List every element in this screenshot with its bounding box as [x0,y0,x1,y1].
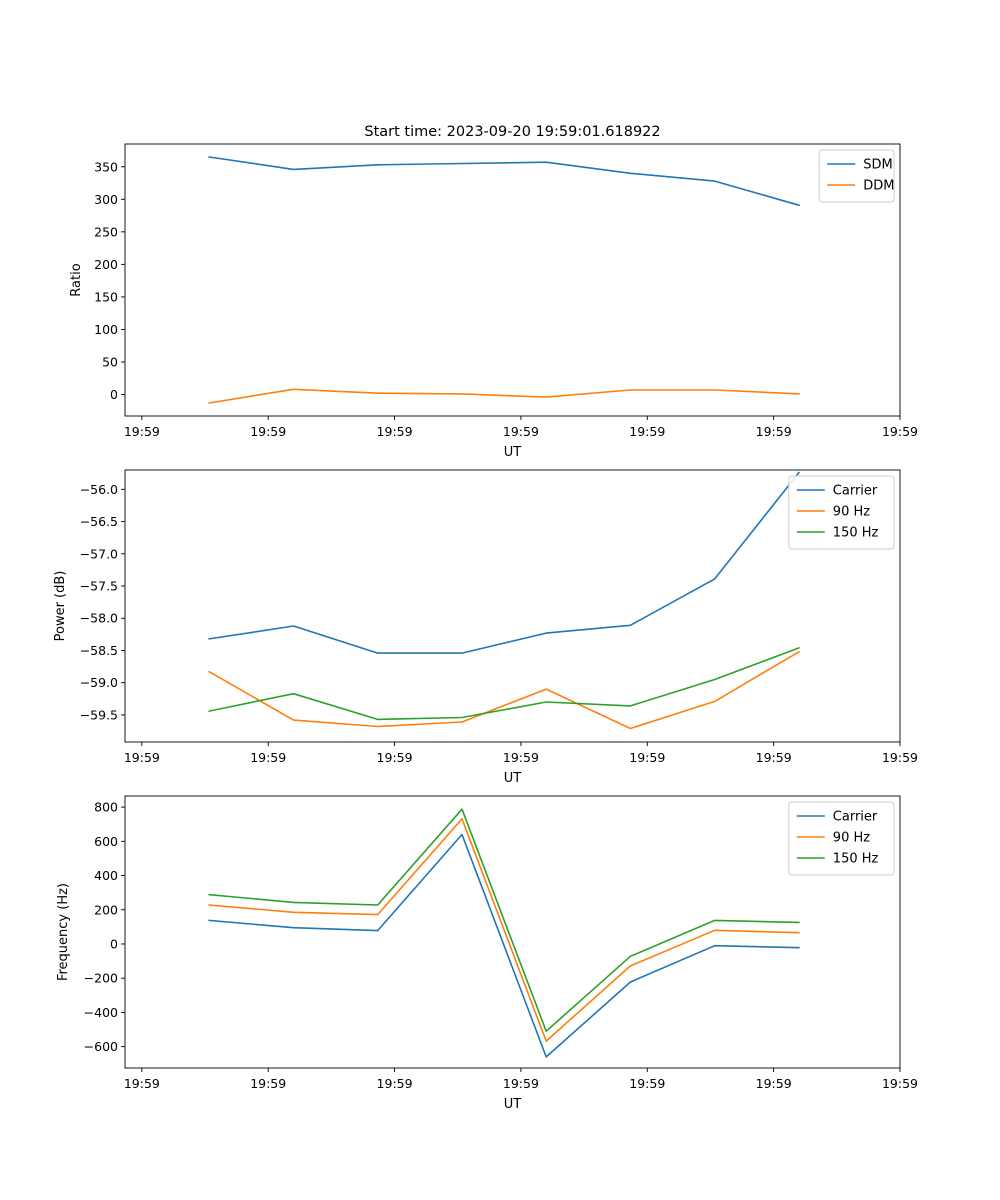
x-tick-label: 19:59 [882,750,918,765]
x-tick-label: 19:59 [629,1076,665,1091]
y-tick-label: −56.0 [80,482,118,497]
y-tick-label: −200 [84,971,118,986]
series-line-90-hz [208,817,800,1042]
y-tick-label: 400 [94,868,118,883]
y-tick-label: 100 [94,322,118,337]
y-tick-label: −600 [84,1039,118,1054]
chart-panel-1: Start time: 2023-09-20 19:59:01.618922 19… [69,124,918,460]
y-tick-label: 150 [94,289,118,304]
legend-label: 150 Hz [833,852,879,867]
y-tick-label: 200 [94,902,118,917]
chart-title: Start time: 2023-09-20 19:59:01.618922 [364,124,660,140]
y-axis-label: Frequency (Hz) [56,883,71,981]
axes-frame [124,469,901,743]
x-tick-label: 19:59 [377,1076,413,1091]
y-tick-label: −58.5 [80,643,118,658]
x-axis-label: UT [504,1097,522,1112]
x-axis-label: UT [504,771,522,786]
y-tick-label: −57.5 [80,579,118,594]
series-line-150-hz [208,646,800,721]
x-tick-label: 19:59 [756,1076,792,1091]
y-tick-label: −400 [84,1005,118,1020]
legend-label: Carrier [833,484,878,499]
x-tick-label: 19:59 [503,1076,539,1091]
y-tick-label: 250 [94,224,118,239]
x-tick-label: 19:59 [377,424,413,439]
y-tick-label: 300 [94,192,118,207]
series-line-carrier [208,471,801,654]
x-tick-label: 19:59 [250,750,286,765]
legend-box [788,801,895,876]
legend: SDM DDM [818,149,895,203]
x-tick-label: 19:59 [250,424,286,439]
legend: Carrier 90 Hz 150 Hz [788,475,895,550]
x-tick-label: 19:59 [629,424,665,439]
x-tick-label: 19:59 [124,424,160,439]
chart-panel-3: 19:59 19:59 19:59 19:59 19:59 19:59 19:59 −600 −… [56,795,918,1112]
series-line-sdm [208,156,800,207]
y-axis-label: Ratio [69,263,84,296]
axes-frame [124,143,901,417]
y-tick-label: 350 [94,159,118,174]
legend-box [788,475,895,550]
legend-label: SDM [863,158,892,173]
x-tick-label: 19:59 [756,424,792,439]
legend-label: 90 Hz [833,505,870,520]
x-tick-label: 19:59 [124,1076,160,1091]
legend-label: Carrier [833,810,878,825]
series-line-ddm [208,388,800,404]
legend-label: DDM [863,179,894,194]
x-tick-label: 19:59 [503,424,539,439]
series-line-150-hz [208,808,800,1032]
y-tick-label: −57.0 [80,546,118,561]
y-tick-label: 0 [110,936,118,951]
legend: Carrier 90 Hz 150 Hz [788,801,895,876]
legend-box [818,149,895,203]
legend-label: 90 Hz [833,831,870,846]
x-tick-label: 19:59 [377,750,413,765]
x-tick-label: 19:59 [503,750,539,765]
y-tick-label: 50 [102,354,118,369]
x-axis-label: UT [504,445,522,460]
chart-panel-2: 19:59 19:59 19:59 19:59 19:59 19:59 19:59 −59.5… [53,469,918,786]
y-tick-label: 600 [94,834,118,849]
y-tick-label: −59.5 [80,707,118,722]
x-tick-label: 19:59 [124,750,160,765]
x-tick-label: 19:59 [250,1076,286,1091]
y-tick-label: 200 [94,257,118,272]
y-tick-label: −59.0 [80,675,118,690]
y-axis-label: Power (dB) [53,571,68,642]
x-tick-label: 19:59 [756,750,792,765]
legend-label: 150 Hz [833,526,879,541]
y-tick-label: 800 [94,800,118,815]
y-tick-label: −58.0 [80,611,118,626]
x-tick-label: 19:59 [882,1076,918,1091]
axes-frame [124,795,901,1069]
x-tick-label: 19:59 [629,750,665,765]
series-line-carrier [208,833,800,1058]
y-tick-label: 0 [110,387,118,402]
x-tick-label: 19:59 [882,424,918,439]
y-tick-label: −56.5 [80,514,118,529]
series-line-90-hz [208,650,800,730]
